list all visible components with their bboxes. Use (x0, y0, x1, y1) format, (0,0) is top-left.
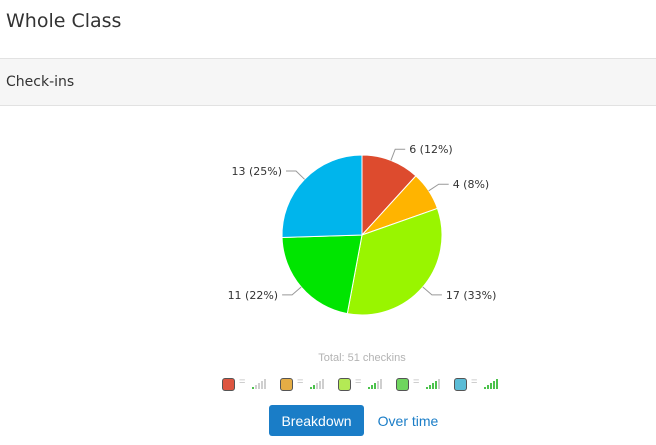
legend-equals: = (413, 376, 420, 388)
pie-leader-line (422, 286, 442, 296)
section-title: Check-ins (6, 74, 75, 90)
legend-swatch (222, 378, 235, 391)
pie-leaders (282, 148, 449, 296)
signal-bars-icon (484, 379, 500, 389)
signal-bars-icon (310, 379, 326, 389)
signal-bars-icon (426, 379, 442, 389)
pie-leader-line (282, 286, 302, 296)
pie-slice-label: 17 (33%) (446, 289, 497, 302)
legend-swatch (396, 378, 409, 391)
checkins-pie-chart: 6 (12%) 4 (8%) 17 (33%) 11 (22%) 13 (25%) (228, 143, 497, 316)
legend-swatch (280, 378, 293, 391)
legend-swatch (338, 378, 351, 391)
pie-labels: 6 (12%) 4 (8%) 17 (33%) 11 (22%) 13 (25%) (228, 143, 497, 302)
legend-equals: = (239, 376, 246, 388)
breakdown-button[interactable]: Breakdown (269, 405, 364, 436)
section-header: Check-ins (0, 58, 656, 106)
legend-equals: = (297, 376, 304, 388)
legend-equals: = (471, 376, 478, 388)
pie-slice-label: 11 (22%) (228, 289, 279, 302)
page-title: Whole Class (6, 10, 122, 32)
chart-total: Total: 51 checkins (318, 352, 406, 364)
legend-swatch (454, 378, 467, 391)
pie-leader-line (286, 170, 305, 180)
pie-leader-line (428, 183, 449, 192)
pie-slice-label: 4 (8%) (453, 178, 490, 191)
pie-slice-label: 6 (12%) (409, 143, 453, 156)
pie-slice[interactable] (281, 234, 363, 315)
pie-slice-label: 13 (25%) (231, 165, 282, 178)
over-time-button[interactable]: Over time (372, 405, 444, 436)
pie-slice[interactable] (346, 207, 443, 316)
pie-slices (281, 154, 443, 316)
legend-equals: = (355, 376, 362, 388)
pie-slice[interactable] (281, 154, 363, 238)
signal-bars-icon (368, 379, 384, 389)
pie-leader-line (390, 148, 406, 161)
signal-bars-icon (252, 379, 268, 389)
